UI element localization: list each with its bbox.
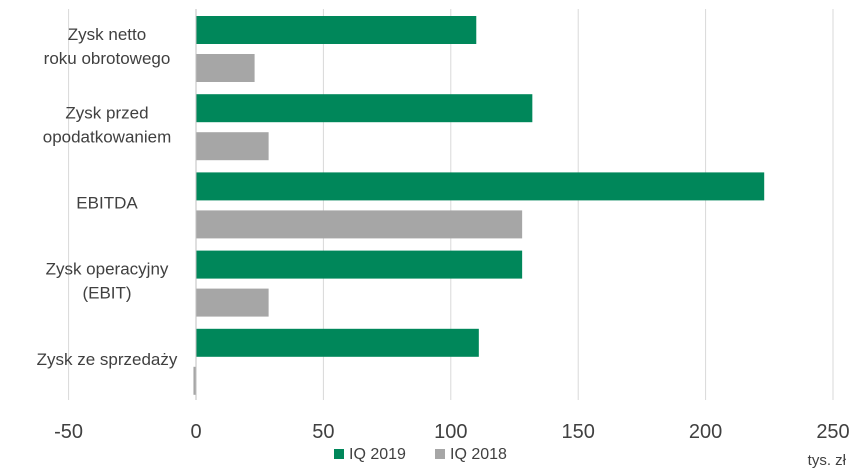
category-label: Zysk operacyjny xyxy=(46,260,169,279)
bar-iq2018-2 xyxy=(196,210,523,239)
bar-iq2019-4 xyxy=(196,328,479,357)
category-label: Zysk ze sprzedaży xyxy=(37,350,178,369)
bars xyxy=(193,16,765,395)
legend-swatch xyxy=(334,449,344,459)
legend-label: IQ 2019 xyxy=(349,446,406,463)
legend-swatch xyxy=(435,449,445,459)
category-label: Zysk netto xyxy=(68,25,146,44)
bar-iq2019-3 xyxy=(196,250,523,279)
bar-iq2018-0 xyxy=(196,54,255,82)
bar-iq2019-0 xyxy=(196,16,477,44)
bar-iq2018-3 xyxy=(196,288,269,317)
x-tick-label: 100 xyxy=(434,421,467,443)
unit-label: tys. zł xyxy=(808,452,847,469)
x-tick-label: 200 xyxy=(689,421,722,443)
x-tick-label: 150 xyxy=(562,421,595,443)
category-label: opodatkowaniem xyxy=(43,127,172,146)
bar-iq2018-1 xyxy=(196,132,269,161)
legend: IQ 2019 IQ 2018 xyxy=(334,446,507,463)
category-label: roku obrotowego xyxy=(44,49,171,68)
bar-iq2019-2 xyxy=(196,172,765,201)
x-tick-label: 0 xyxy=(190,421,201,443)
x-tick-label: 50 xyxy=(312,421,334,443)
bar-iq2019-1 xyxy=(196,94,533,123)
category-labels: Zysk netto roku obrotowego Zysk przed opoda… xyxy=(37,25,178,369)
category-label: (EBIT) xyxy=(82,284,131,303)
category-label: Zysk przed xyxy=(65,103,148,122)
x-tick-label: -50 xyxy=(54,421,83,443)
legend-label: IQ 2018 xyxy=(450,446,507,463)
tick-labels: -50 0 50 100 150 200 250 xyxy=(54,421,850,443)
category-label: EBITDA xyxy=(76,194,138,213)
x-tick-label: 250 xyxy=(816,421,849,443)
gridlines xyxy=(68,9,834,400)
bar-iq2018-4 xyxy=(193,366,196,395)
